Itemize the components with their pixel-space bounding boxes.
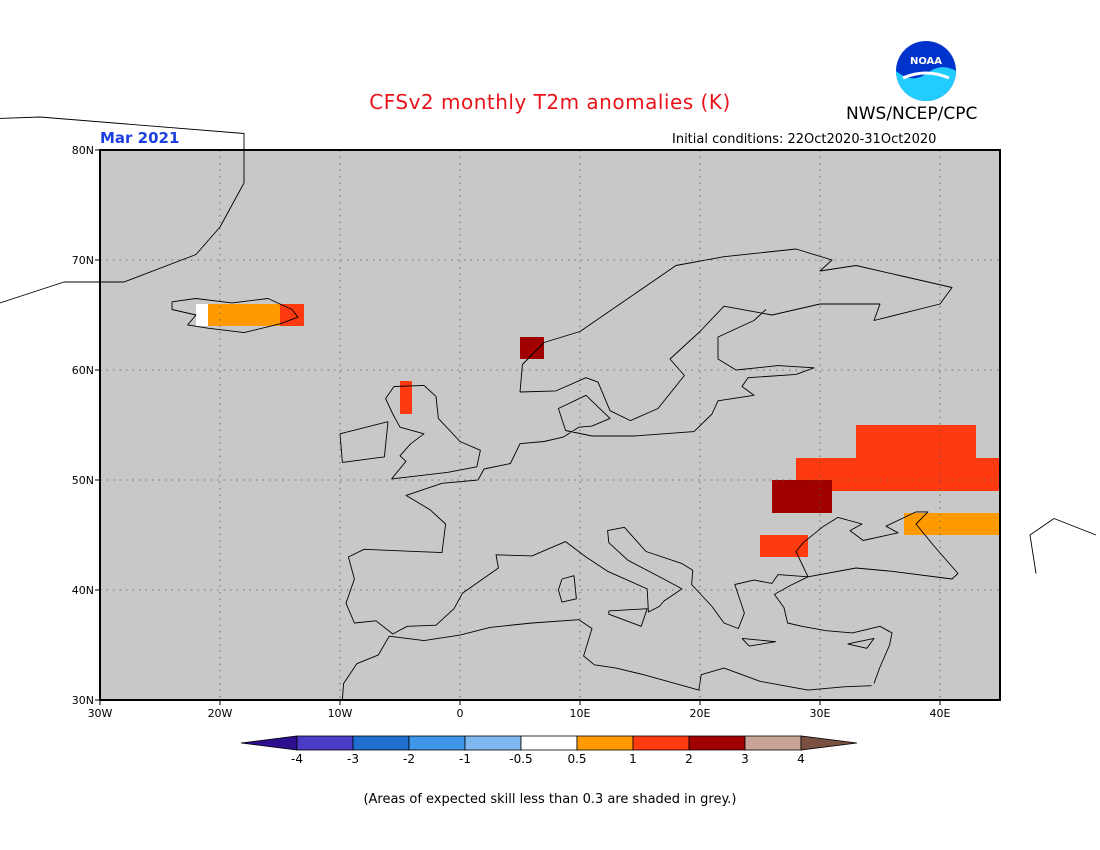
colorbar-tick-label: -2 [403,752,415,766]
lat-label: 50N [72,474,94,487]
colorbar-tick-label: -3 [347,752,359,766]
colorbar-box [744,735,802,751]
lon-label: 40E [930,707,951,720]
anomaly-cell-scotland [400,381,412,414]
anomaly-cells [196,304,1000,557]
coastline [519,248,953,422]
coastline [341,619,872,701]
lat-label: 40N [72,584,94,597]
coastline [557,575,577,603]
map-frame [95,149,1001,705]
coastline [847,637,875,649]
longitude-labels: 30W 20W 10W 0 10E 20E 30E 40E [88,707,951,720]
colorbar-box [464,735,522,751]
noaa-logo-icon: NOAA [895,40,957,102]
lon-label: 30W [88,707,113,720]
initial-conditions-label: Initial conditions: 22Oct2020-31Oct2020 [672,132,937,147]
lat-label: 30N [72,694,94,707]
colorbar-low-arrow [240,735,298,751]
colorbar-tick-label: 3 [741,752,749,766]
colorbar-tick-label: 0.5 [567,752,586,766]
colorbar-box [520,735,578,751]
logo-lettering: NOAA [910,56,942,67]
anomaly-cell-ukraine-russia [772,480,832,513]
colorbar-tick-label: -4 [291,752,303,766]
coastline [608,608,648,627]
coastline [345,309,959,684]
colorbar-tick-label: 1 [629,752,637,766]
map-background [100,150,1000,700]
lon-label: 20E [690,707,711,720]
lon-label: 10W [328,707,353,720]
coastline [1029,518,1097,574]
colorbar-tick-label: 4 [797,752,805,766]
map-border [99,149,1001,701]
coastline [339,421,389,463]
coastline [741,637,777,647]
colorbar-box [352,735,410,751]
anomaly-cell-ukraine-russia [904,513,1000,535]
colorbar: -4 -3 -2 -1 -0.5 0.5 1 2 3 4 [240,735,858,766]
coastlines [0,116,1097,701]
map-area [100,150,1000,700]
organization-label: NWS/NCEP/CPC [846,104,978,124]
lon-label: 10E [570,707,591,720]
anomaly-cell-norway [532,337,544,348]
colorbar-box [576,735,634,751]
lat-label: 80N [72,144,94,157]
colorbar-high-arrow [800,735,858,751]
chart-title: CFSv2 monthly T2m anomalies (K) [369,90,731,114]
anomaly-cell-ukraine-russia [856,425,976,458]
footnote: (Areas of expected skill less than 0.3 a… [363,792,737,807]
coastline [171,298,299,334]
colorbar-box [688,735,746,751]
forecast-period: Mar 2021 [100,129,180,147]
coastline [385,384,481,480]
lon-label: 0 [457,707,464,720]
anomaly-cell-iceland [280,304,304,326]
colorbar-box [632,735,690,751]
colorbar-tick-label: -1 [459,752,471,766]
graticule [100,150,1000,700]
colorbar-box [296,735,354,751]
colorbar-box [408,735,466,751]
coastline [0,116,245,304]
latitude-labels: 80N 70N 60N 50N 40N 30N [72,144,94,707]
lon-label: 20W [208,707,233,720]
anomaly-cell-iceland [208,304,280,326]
colorbar-tick-label: -0.5 [509,752,532,766]
lat-label: 60N [72,364,94,377]
lon-label: 30E [810,707,831,720]
lat-label: 70N [72,254,94,267]
colorbar-tick-label: 2 [685,752,693,766]
